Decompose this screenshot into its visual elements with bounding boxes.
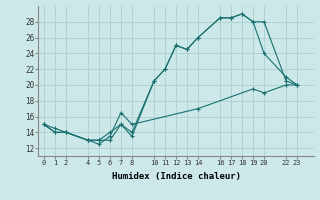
X-axis label: Humidex (Indice chaleur): Humidex (Indice chaleur): [111, 172, 241, 181]
